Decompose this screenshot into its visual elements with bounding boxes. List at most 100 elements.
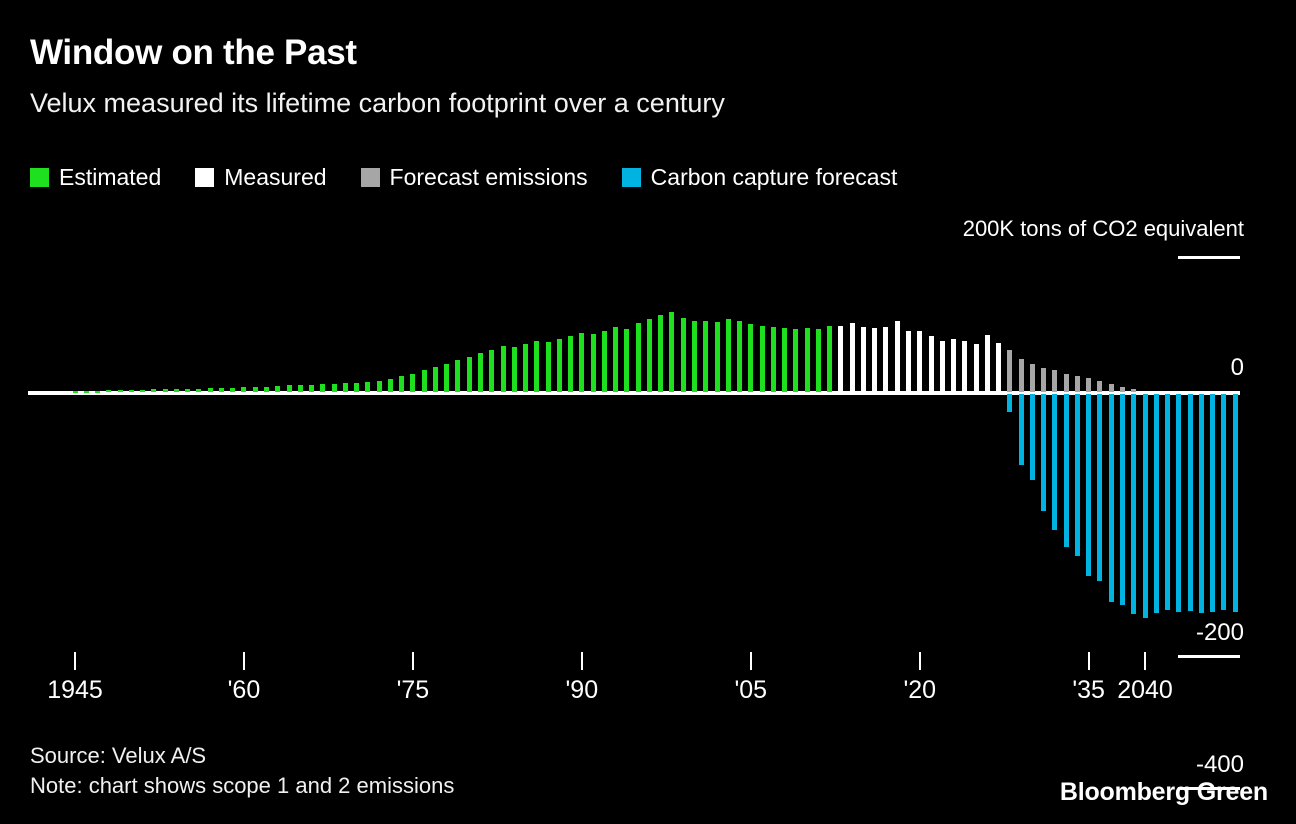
x-axis-tick [74,652,76,670]
bar [1052,370,1058,392]
y-axis-tick-label-minus400: -400 [1195,751,1244,778]
x-axis-tick [411,652,414,670]
bar [815,328,821,392]
bar [477,353,483,392]
bar [511,347,517,392]
bar [455,360,461,392]
bar [1210,394,1216,612]
bar [635,323,641,392]
bar [725,319,731,392]
bar [1074,394,1080,556]
bar [1074,375,1080,392]
bar [252,386,258,392]
bar [1018,359,1024,392]
x-axis-tick-label: '60 [227,676,261,704]
bar [466,357,472,392]
gridline-minus-400 [1178,787,1240,790]
bar [928,335,934,392]
x-axis-tick-label: '90 [565,676,599,704]
bar [1063,374,1069,392]
bar [309,384,315,392]
bar [1086,378,1092,392]
legend-label: Estimated [59,164,162,190]
bar [737,320,743,392]
bar [1165,394,1171,611]
chart-note: Note: chart shows scope 1 and 2 emission… [30,773,455,798]
bar [1153,394,1159,614]
bar [759,326,765,392]
legend-label: Measured [224,164,327,190]
bar [106,390,112,393]
bar [230,388,236,392]
bar [838,326,844,392]
bar [1119,394,1125,606]
bar [1187,394,1193,612]
bar [432,366,438,392]
legend-swatch-icon [195,168,215,187]
bar [207,388,213,392]
bar [534,340,540,392]
bar [1007,394,1013,413]
bar [601,330,607,392]
bar [331,384,337,392]
x-axis-tick [580,652,583,670]
bar [286,385,292,392]
bar [1029,364,1035,392]
bar [1108,394,1114,602]
x-axis-tick [1144,652,1146,670]
bar [939,341,945,392]
legend-swatch-icon [360,168,380,187]
bar [951,339,957,392]
bar [827,326,833,392]
x-axis: 1945 '60 '75 '90 '05 '20 '35 2040 [0,652,1296,722]
bar [894,320,900,392]
bar [387,378,393,392]
bar [275,386,281,392]
legend-item-estimated: Estimated [30,166,161,189]
bar [140,390,146,393]
bar [770,326,776,392]
x-axis-tick [749,652,752,670]
bar [804,327,810,392]
bar [669,312,675,392]
bar [444,364,450,392]
source-note: Source: Velux A/S [30,743,207,768]
bar [500,345,506,392]
x-axis-tick-label: '20 [903,676,937,704]
bar [579,333,585,392]
bar-series-container [0,240,1296,660]
bar [196,388,202,392]
bar [218,388,224,392]
bar [117,390,123,393]
bar [748,324,754,392]
legend-swatch-icon [30,168,49,187]
bar [185,388,191,392]
bar [320,384,326,392]
bar [128,390,134,393]
bar [83,390,89,393]
x-axis-tick-label: 2040 [1117,676,1173,704]
bar [658,314,664,392]
bar [1176,394,1182,612]
legend-item-forecast-emissions: Forecast emissions [360,166,588,189]
bar [984,334,990,392]
bar [489,350,495,392]
bar [162,389,168,392]
page-title: Window on the Past [30,33,357,72]
bar [590,333,596,392]
bar [1041,368,1047,392]
bar [793,328,799,392]
bar [973,343,979,392]
bar [1041,394,1047,512]
bar [1131,394,1137,615]
bar [297,385,303,392]
x-axis-tick-label: '75 [396,676,430,704]
bar [860,327,866,392]
y-axis-unit-caption: 200K tons of CO2 equivalent [962,216,1244,241]
bar [72,390,78,393]
legend-label: Carbon capture forecast [650,164,898,190]
y-axis-tick-label-0: 0 [1230,354,1244,381]
bar [173,389,179,392]
page-subtitle: Velux measured its lifetime carbon footp… [30,88,725,118]
bar [556,339,562,392]
